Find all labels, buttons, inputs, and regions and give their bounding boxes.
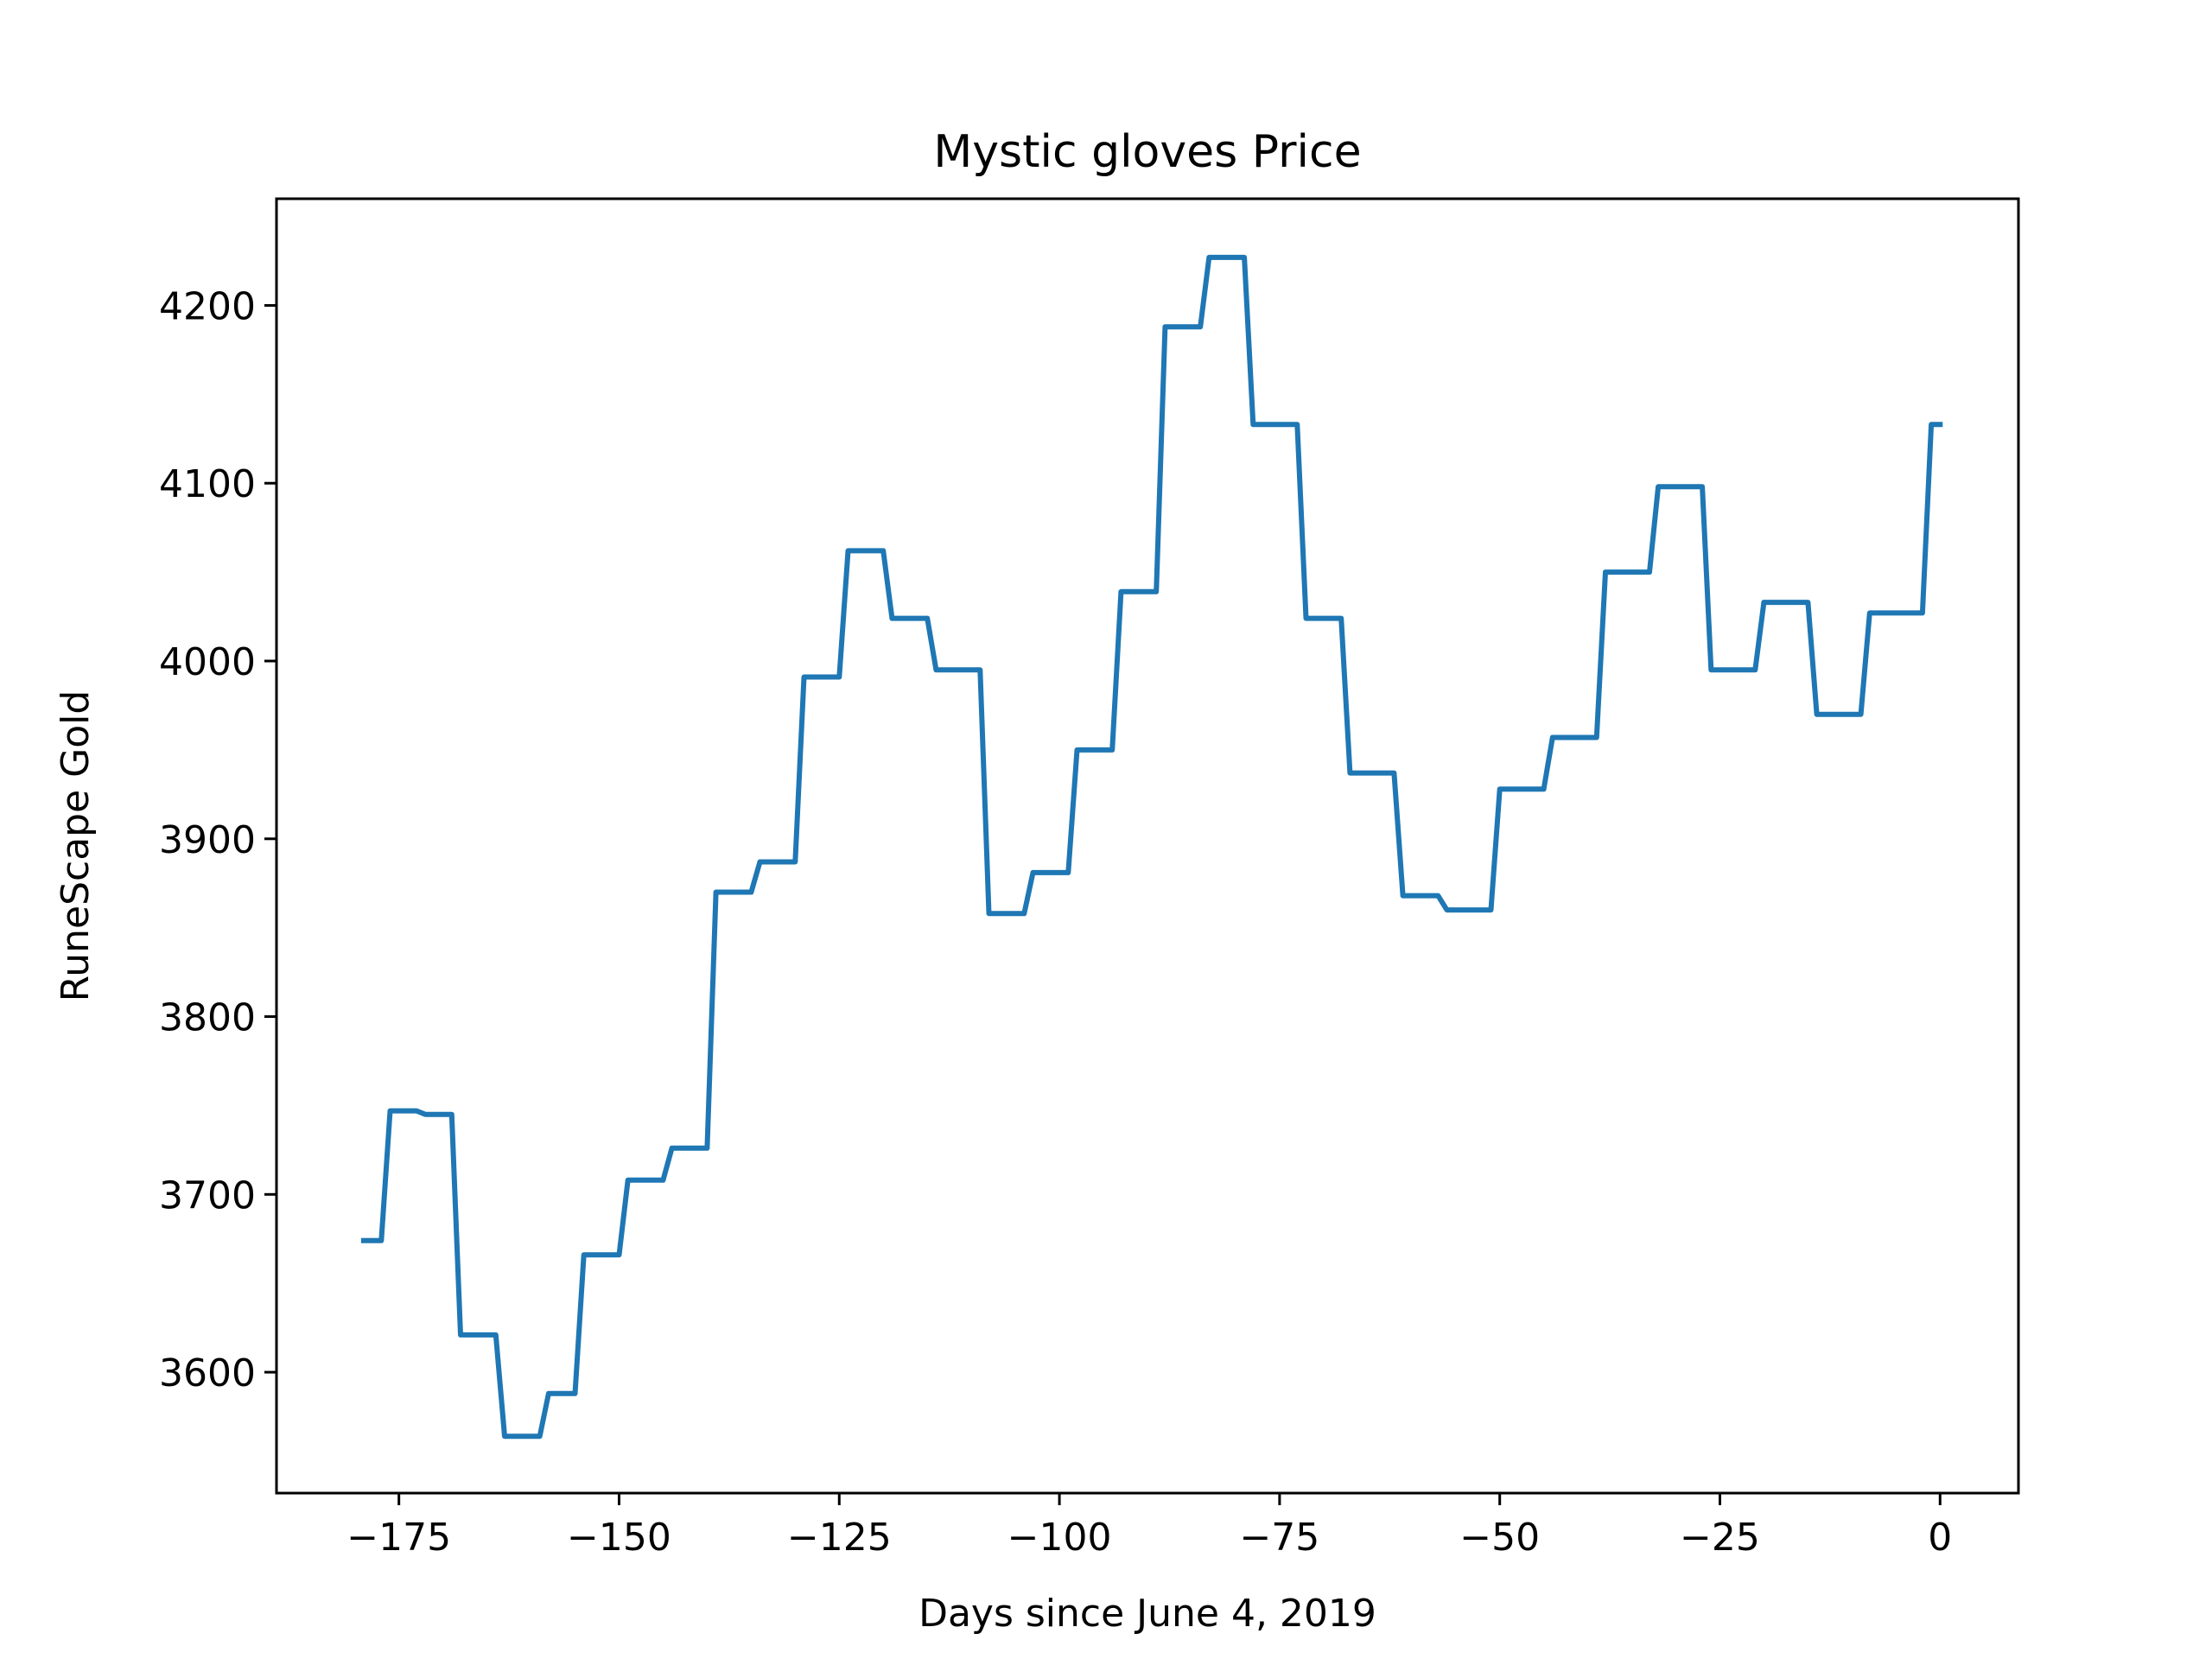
x-tick-label: −100 — [1007, 1516, 1112, 1560]
y-tick-label: 3800 — [159, 996, 256, 1040]
chart-title: Mystic gloves Price — [933, 126, 1361, 178]
x-tick-label: −50 — [1459, 1516, 1540, 1560]
y-tick-label: 3600 — [159, 1351, 256, 1395]
y-tick-label: 4100 — [159, 462, 256, 506]
y-tick-label: 4000 — [159, 640, 256, 684]
x-tick-label: −25 — [1680, 1516, 1760, 1560]
price-series-line — [360, 254, 1943, 1440]
y-tick-label: 4200 — [159, 284, 256, 328]
x-tick-label: 0 — [1928, 1516, 1952, 1560]
x-tick-label: −75 — [1239, 1516, 1319, 1560]
x-tick-label: −150 — [567, 1516, 671, 1560]
x-axis: −175 −150 −125 −100 −75 −50 −25 0 — [346, 1493, 1952, 1560]
x-tick-label: −175 — [346, 1516, 451, 1560]
plot-frame — [275, 197, 2020, 1495]
x-axis-label: Days since June 4, 2019 — [918, 1592, 1376, 1636]
y-tick-label: 3700 — [159, 1173, 256, 1217]
y-axis: 3600 3700 3800 3900 4000 4100 4200 — [159, 284, 276, 1395]
plot-area — [276, 199, 2018, 1493]
y-axis-label: RuneScape Gold — [54, 690, 98, 1002]
y-tick-label: 3900 — [159, 818, 256, 862]
x-tick-label: −125 — [787, 1516, 892, 1560]
